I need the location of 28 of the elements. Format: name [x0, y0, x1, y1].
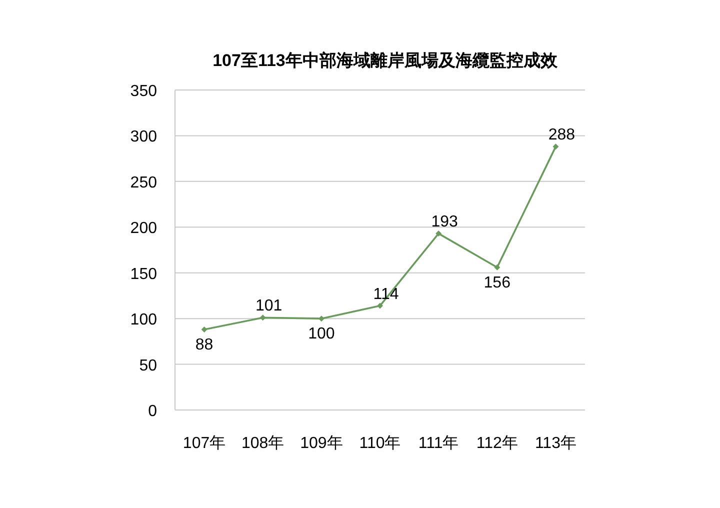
data-label: 101	[256, 298, 282, 315]
x-tick-label: 107年	[182, 435, 226, 452]
data-label: 100	[308, 326, 335, 343]
point	[552, 144, 559, 150]
x-tick-label: 110年	[359, 435, 401, 452]
point	[377, 302, 383, 309]
data-label: 88	[195, 336, 214, 354]
x-tick-label: 111年	[418, 435, 459, 452]
x-tick-label: 108年	[242, 435, 284, 452]
y-tick-label: 0	[148, 403, 158, 420]
y-tick-label: 200	[130, 220, 158, 238]
data-label: 288	[548, 126, 576, 144]
y-tick-label: 50	[139, 357, 158, 374]
x-tick-label: 112年	[476, 435, 518, 452]
y-tick-label: 150	[130, 266, 158, 283]
data-label: 156	[484, 274, 511, 292]
point	[436, 230, 442, 237]
y-tick-label: 300	[130, 128, 158, 146]
data-label: 193	[431, 214, 458, 231]
point	[494, 264, 500, 270]
y-tick-label: 350	[130, 83, 158, 100]
point	[201, 326, 208, 333]
x-tick-label: 109年	[300, 435, 343, 452]
chart-title: 107至113年中部海域離岸風場及海纜監控成效	[212, 51, 558, 70]
y-tick-label: 100	[130, 312, 158, 329]
y-tick-label: 250	[130, 174, 158, 192]
x-tick-label: 113年	[534, 435, 576, 452]
point	[260, 314, 266, 321]
